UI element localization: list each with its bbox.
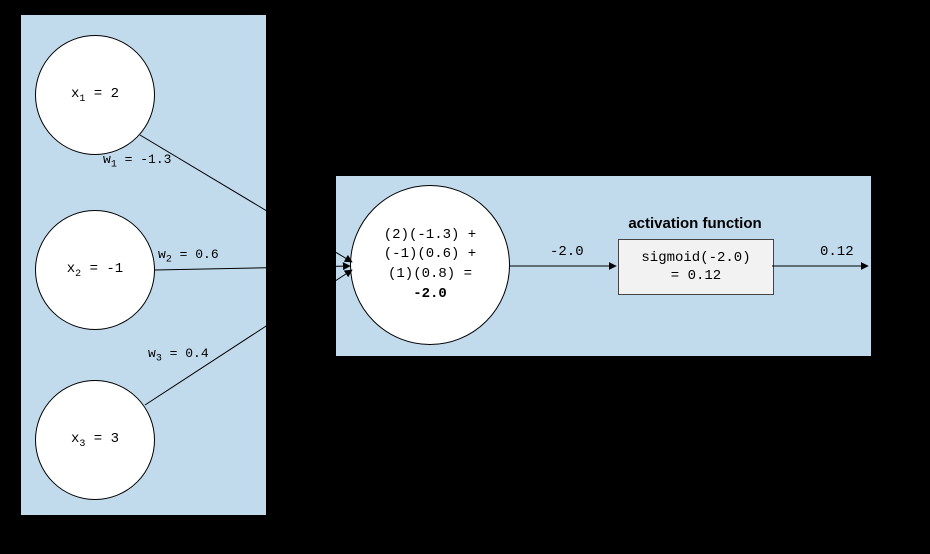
input-node-x2-label: x2 = -1 [67,261,123,280]
input-node-x3: x3 = 3 [35,380,155,500]
final-output-label: 0.12 [820,244,854,260]
activation-title: activation function [618,215,772,232]
activation-box-content: sigmoid(-2.0) = 0.12 [641,249,750,285]
sum-node: (2)(-1.3) + (-1)(0.6) + (1)(0.8) = -2.0 [350,185,510,345]
weight-label-w1: w1 = -1.3 [103,152,171,171]
input-node-x2: x2 = -1 [35,210,155,330]
input-node-x3-label: x3 = 3 [71,431,119,450]
input-node-x1-label: x1 = 2 [71,86,119,105]
input-node-x1: x1 = 2 [35,35,155,155]
sum-output-label: -2.0 [550,244,584,260]
weight-label-w3: w3 = 0.4 [148,346,209,365]
activation-box: sigmoid(-2.0) = 0.12 [618,239,774,295]
weight-label-w2: w2 = 0.6 [158,247,219,266]
sum-node-content: (2)(-1.3) + (-1)(0.6) + (1)(0.8) = -2.0 [384,226,476,304]
